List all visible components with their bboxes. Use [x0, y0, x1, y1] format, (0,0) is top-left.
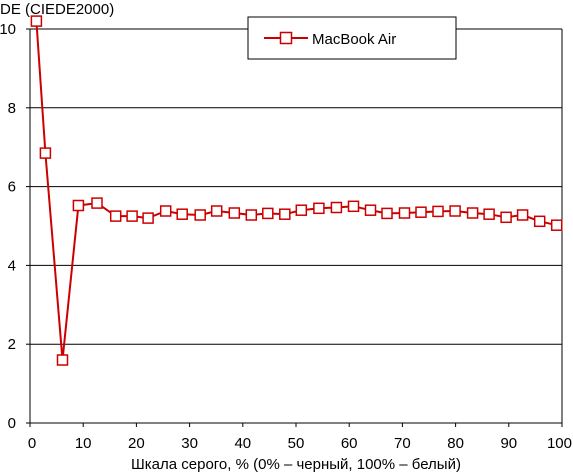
- data-point: [466, 207, 479, 219]
- x-tick-label-90: 90: [500, 435, 517, 452]
- data-point: [176, 208, 188, 220]
- data-point: [279, 208, 291, 220]
- data-point: [262, 207, 274, 220]
- axes: [26, 28, 563, 427]
- data-point: [313, 202, 325, 215]
- y-tick-label-8: 8: [8, 100, 16, 117]
- series-line-0: [35, 21, 557, 361]
- y-axis-label: DE (CIEDE2000): [0, 1, 114, 18]
- legend-marker-swatch: [279, 31, 293, 45]
- data-point: [550, 219, 563, 231]
- data-point: [228, 207, 241, 219]
- data-point: [364, 204, 377, 216]
- x-tick-label-10: 10: [75, 435, 92, 452]
- data-point: [159, 205, 172, 217]
- data-point: [483, 208, 495, 220]
- data-point: [91, 197, 103, 209]
- legend-label-macbook-air: MacBook Air: [312, 31, 396, 48]
- x-tick-label-20: 20: [128, 435, 145, 452]
- data-point: [449, 205, 461, 217]
- data-point: [56, 354, 69, 366]
- y-tick-label-4: 4: [8, 257, 16, 274]
- x-tick-label-0: 0: [28, 435, 36, 452]
- data-point: [30, 15, 43, 27]
- data-point: [72, 199, 85, 212]
- grid: [30, 28, 562, 345]
- y-tick-label-2: 2: [8, 336, 16, 353]
- data-point: [142, 212, 154, 224]
- data-point: [109, 210, 122, 222]
- data-point: [194, 209, 206, 221]
- y-tick-label-0: 0: [8, 415, 16, 432]
- data-point: [295, 204, 308, 216]
- x-tick-label-70: 70: [394, 435, 411, 452]
- series-layer: [30, 15, 563, 366]
- x-tick-label-50: 50: [288, 435, 305, 452]
- data-point: [533, 215, 546, 228]
- data-point: [432, 205, 444, 218]
- x-tick-label-60: 60: [341, 435, 358, 452]
- data-point: [415, 206, 427, 218]
- data-point: [398, 207, 411, 219]
- data-point: [126, 210, 138, 222]
- data-point: [330, 201, 343, 214]
- x-axis-label: Шкала серого, % (0% – черный, 100% – бел…: [131, 456, 461, 472]
- x-tick-label-30: 30: [181, 435, 198, 452]
- data-point: [381, 207, 393, 220]
- data-point: [210, 205, 223, 217]
- data-point: [500, 211, 512, 224]
- data-point: [39, 147, 52, 159]
- legend: MacBook Air: [247, 16, 457, 60]
- x-tick-label-80: 80: [447, 435, 464, 452]
- data-point: [245, 209, 258, 221]
- data-point: [516, 209, 529, 221]
- x-tick-label-100: 100: [547, 435, 572, 452]
- data-point: [347, 200, 360, 213]
- y-tick-label-6: 6: [8, 179, 16, 196]
- y-tick-label-10: 10: [0, 21, 16, 38]
- x-tick-label-40: 40: [234, 435, 251, 452]
